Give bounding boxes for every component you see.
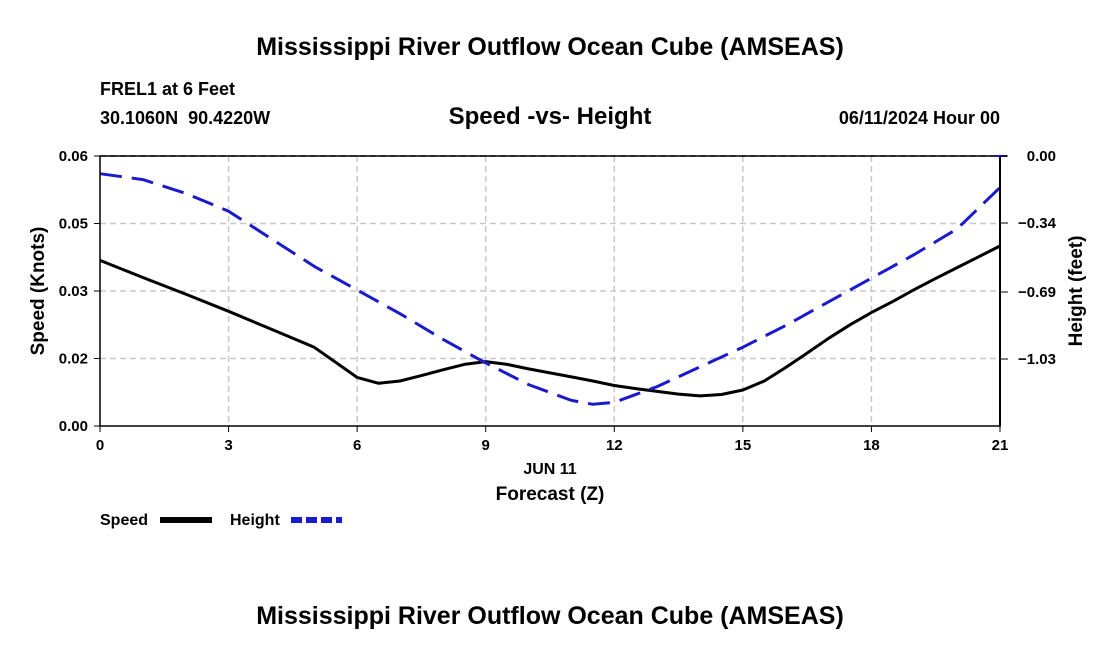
x-axis-label: Forecast (Z) <box>496 484 605 505</box>
series-lines <box>99 172 1002 406</box>
legend-height-label: Height <box>230 512 280 529</box>
x-tick-label: 6 <box>353 437 361 454</box>
grid-lines <box>100 155 1000 426</box>
legend: Speed Height <box>100 512 342 529</box>
series-speed-line <box>99 244 1001 398</box>
left-axis-label: Speed (Knots) <box>28 227 49 356</box>
y-right-tick-label: 0.00 <box>1027 148 1056 165</box>
y-left-tick-label: 0.00 <box>59 418 88 435</box>
y-right-tick-label: −0.34 <box>1018 215 1057 232</box>
x-tick-label: 3 <box>224 437 232 454</box>
y-left-tick-label: 0.06 <box>59 148 88 165</box>
right-axis-label: Height (feet) <box>1066 236 1087 347</box>
x-date-label: JUN 11 <box>523 461 576 478</box>
y-left-tick-label: 0.03 <box>59 283 88 300</box>
y-left-tick-label: 0.02 <box>59 351 88 368</box>
axis-ticks: 0 3 6 9 12 15 18 21 0.00 0.02 0.03 0.05 0.06 0.00 −0.3… <box>59 148 1057 454</box>
station-label: FREL1 at 6 Feet <box>100 79 235 99</box>
y-right-tick-label: −1.03 <box>1018 351 1056 368</box>
x-tick-label: 15 <box>735 437 752 454</box>
x-tick-label: 9 <box>482 437 490 454</box>
x-tick-label: 21 <box>992 437 1009 454</box>
y-right-tick-label: −0.69 <box>1018 284 1056 301</box>
main-title-bottom: Mississippi River Outflow Ocean Cube (AM… <box>256 602 844 630</box>
x-tick-label: 0 <box>96 437 104 454</box>
station-coords: 30.1060N 90.4220W <box>100 108 270 128</box>
forecast-datetime: 06/11/2024 Hour 00 <box>839 108 1000 128</box>
series-height-line <box>99 172 1002 406</box>
legend-speed-label: Speed <box>100 512 148 529</box>
y-left-tick-label: 0.05 <box>59 216 88 233</box>
x-tick-label: 12 <box>606 437 623 454</box>
main-title-top: Mississippi River Outflow Ocean Cube (AM… <box>256 33 844 61</box>
chart-title: Speed -vs- Height <box>449 103 652 130</box>
x-tick-label: 18 <box>863 437 880 454</box>
